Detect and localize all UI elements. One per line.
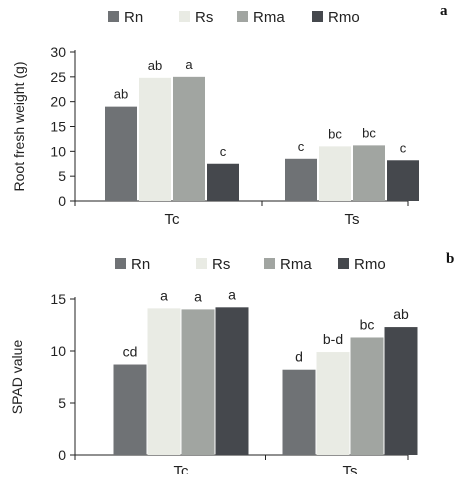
panel-a-y-tick-label: 10 [50,143,66,159]
panel-a-sig-label-ts-rn: c [298,139,305,154]
panel-b-legend-swatch-rs [196,258,207,269]
panel-a-y-tick-label: 30 [50,44,66,60]
panel-a-bar-ts-rmo [387,160,419,201]
panel-a-y-tick-label: 0 [58,193,66,209]
panel-b-sig-label-tc-rs: a [160,287,168,303]
panel-b-sig-label-tc-rmo: a [228,286,236,302]
panel-a-sig-label-tc-rma: a [185,57,193,72]
panel-a-sig-label-ts-rmo: c [400,140,407,155]
panel-a-category-label-tc: Tc [165,211,181,228]
panel-a-bar-ts-rn [285,158,317,201]
panel-b-legend-swatch-rmo [338,258,349,269]
panel-b-bar-tc-rma [181,309,215,455]
panel-a-bar-ts-rs [319,146,351,201]
panel-a-bar-ts-rma [353,145,385,201]
panel-b-sig-label-ts-rma: bc [360,316,375,332]
panel-b-y-tick-label: 10 [50,343,66,359]
panel-a-bar-tc-rma [173,76,205,201]
panel-b-bar-tc-rs [147,308,181,455]
panel-b-sig-label-tc-rma: a [194,288,202,304]
panel-a-legend-swatch-rs [179,11,190,22]
panel-a-legend-label-rn: Rn [124,9,143,26]
panel-a-y-tick-label: 15 [50,119,66,135]
panel-b-bar-ts-rmo [384,327,418,455]
panel-b-bar-ts-rs [316,352,350,455]
panel-b-letter: b [446,251,454,267]
panel-a-y-tick-label: 20 [50,94,66,110]
panel-b-bar-ts-rma [350,337,384,455]
panel-b-y-tick-label: 15 [50,291,66,307]
panel-b-sig-label-ts-rmo: ab [393,306,409,322]
panel-b-legend-label-rma: Rma [280,256,312,273]
panel-a-bar-tc-rs [139,77,171,201]
panel-a-sig-label-ts-rs: bc [328,126,342,141]
panel-b-legend-swatch-rn [115,258,126,269]
panel-a-legend-label-rmo: Rmo [328,9,360,26]
panel-b-y-tick-label: 0 [58,447,66,463]
panel-b-sig-label-ts-rn: d [295,349,303,365]
panel-a-legend-label-rs: Rs [195,9,213,26]
panel-a-y-tick-label: 25 [50,69,66,85]
panel-b-y-tick-label: 5 [58,395,66,411]
panel-a-letter: a [440,3,448,19]
panel-b-bar-tc-rn [113,364,147,455]
panel-b-sig-label-tc-rn: cd [123,344,138,360]
panel-a-y-axis-title: Root fresh weight (g) [11,62,27,192]
panel-b-category-label-tc: Tc [174,463,190,474]
panel-a-legend-swatch-rma [237,11,248,22]
panel-a-sig-label-tc-rn: ab [114,87,128,102]
panel-a-bar-tc-rmo [207,163,239,201]
panel-b-sig-label-ts-rs: b-d [323,331,343,347]
panel-a-sig-label-ts-rma: bc [362,125,376,140]
panel-a-category-label-ts: Ts [345,211,360,228]
panel-a-sig-label-tc-rmo: c [220,144,227,159]
panel-a-sig-label-tc-rs: ab [148,58,162,73]
panel-b-legend-label-rmo: Rmo [354,256,386,273]
panel-b-legend-label-rs: Rs [212,256,230,273]
panel-b-category-label-ts: Ts [343,463,358,474]
panel-a-bar-tc-rn [105,106,137,201]
panel-a-legend-label-rma: Rma [253,9,285,26]
panel-b-legend-swatch-rma [264,258,275,269]
panel-b-bar-tc-rmo [215,307,249,455]
panel-a-legend-swatch-rn [108,11,119,22]
panel-a-y-tick-label: 5 [58,168,66,184]
panel-b-legend-label-rn: Rn [131,256,150,273]
panel-b-bar-ts-rn [282,369,316,455]
panel-a-legend-swatch-rmo [312,11,323,22]
panel-b-y-axis-title: SPAD value [9,340,25,415]
